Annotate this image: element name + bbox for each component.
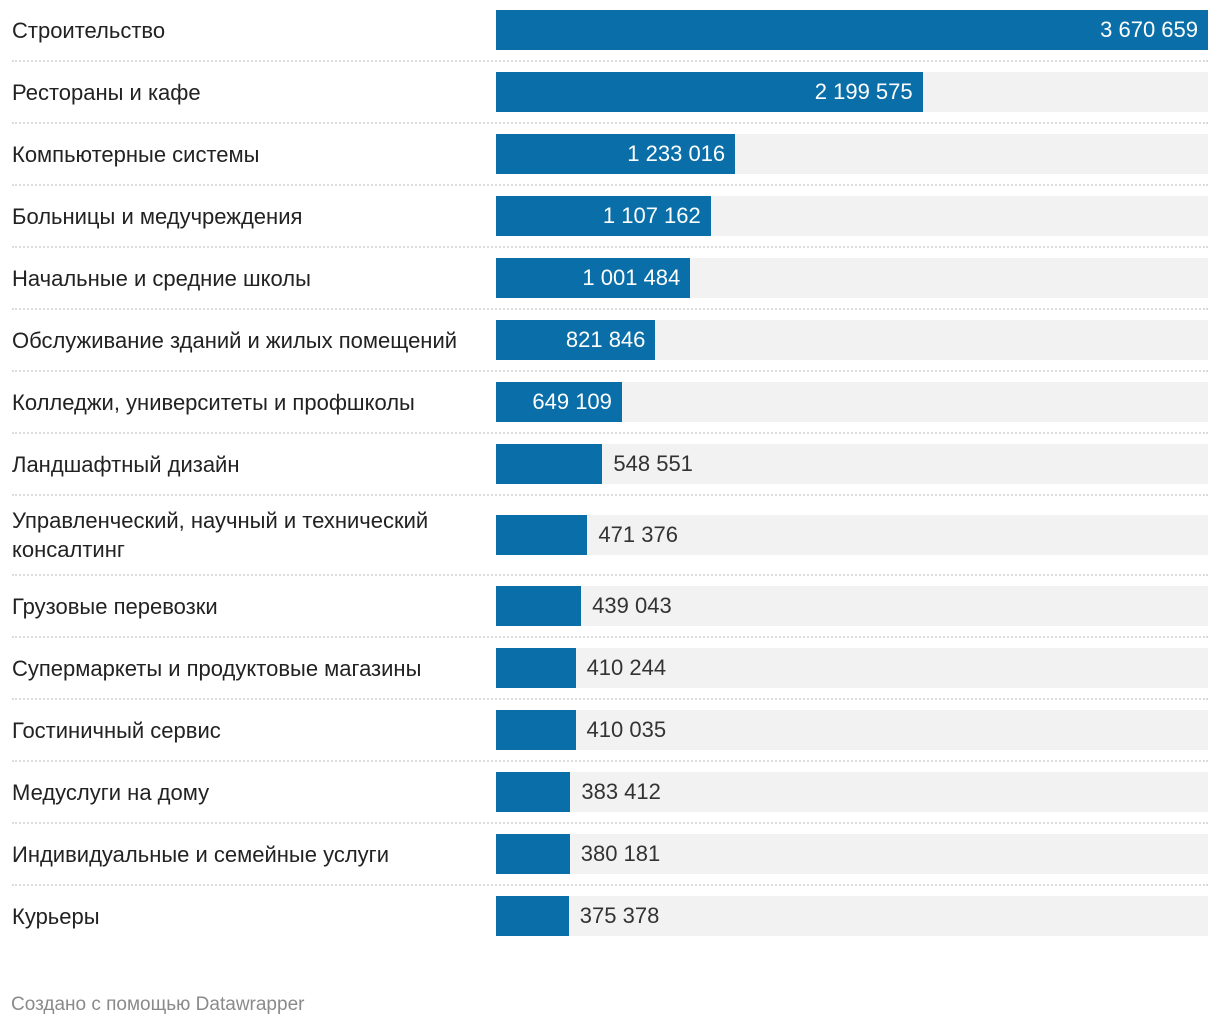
category-label: Компьютерные системы [12,141,260,167]
value-label: 3 670 659 [1100,17,1198,42]
bar [496,258,691,298]
bar-track: 375 378 [496,896,1208,936]
bar-row: Медуслуги на дому 383 412 [12,762,1208,824]
bar-row: Компьютерные системы 1 233 016 [12,124,1208,186]
value-label: 439 043 [592,593,672,618]
category-label: Медуслуги на дому [12,779,210,805]
bar [496,382,622,422]
bar-track: 471 376 [496,515,1208,555]
bar-chart: Строительство 3 670 659 Рестораны и кафе 2 … [12,0,1208,946]
bar-row: Грузовые перевозки 439 043 [12,576,1208,638]
bar-track: 380 181 [496,834,1208,874]
bar-row: Начальные и средние школы 1 001 484 [12,248,1208,310]
category-label: Рестораны и кафе [12,79,201,105]
value-label: 1 001 484 [582,265,681,290]
bar-track: 649 109 [496,382,1208,422]
value-label: 1 107 162 [602,203,701,228]
bar-row: Управленческий, научный и технический ко… [12,496,1208,576]
value-label: 471 376 [598,522,678,547]
value-label: 380 181 [580,841,661,866]
bar-track: 1 107 162 [496,196,1208,236]
value-label: 548 551 [613,451,693,476]
bar [496,10,1208,50]
bar-track: 3 670 659 [496,10,1208,50]
bar-track: 1 233 016 [496,134,1208,174]
bar-track: 548 551 [496,444,1208,484]
bar-row: Индивидуальные и семейные услуги 380 181 [12,824,1208,886]
bar-row: Рестораны и кафе 2 199 575 [12,62,1208,124]
bar-row: Супермаркеты и продуктовые магазины 410 2… [12,638,1208,700]
value-label: 383 412 [581,779,661,804]
category-label: Управленческий, научный и технический ко… [12,508,429,562]
bar-row: Ландшафтный дизайн 548 551 [12,434,1208,496]
bar [496,772,571,812]
bar-track: 383 412 [496,772,1208,812]
bar-row: Колледжи, университеты и профшколы 649 10… [12,372,1208,434]
value-label: 410 035 [586,717,667,742]
value-label: 375 378 [579,903,660,928]
category-label: Обслуживание зданий и жилых помещений [12,327,458,353]
bar [496,134,736,174]
bar [496,834,570,874]
bar [496,72,923,112]
category-label: Супермаркеты и продуктовые магазины [12,655,422,681]
bar [496,320,656,360]
bar-track: 2 199 575 [496,72,1208,112]
bar-track: 1 001 484 [496,258,1208,298]
category-label: Ландшафтный дизайн [12,451,240,477]
value-label: 649 109 [532,389,612,414]
value-label: 410 244 [586,655,667,680]
bar-track: 410 244 [496,648,1208,688]
bar-track: 410 035 [496,710,1208,750]
value-label: 2 199 575 [814,79,913,104]
bar-row: Гостиничный сервис 410 035 [12,700,1208,762]
bar [496,444,603,484]
bar-row: Курьеры 375 378 [12,886,1208,946]
bar-track: 821 846 [496,320,1208,360]
category-label: Грузовые перевозки [12,593,218,619]
category-label: Индивидуальные и семейные услуги [12,841,389,867]
category-label: Гостиничный сервис [12,717,221,743]
value-label: 821 846 [565,327,646,352]
bar [496,896,569,936]
bar [496,515,588,555]
bar-track: 439 043 [496,586,1208,626]
bar [496,648,576,688]
category-label: Строительство [12,17,166,43]
bar [496,196,711,236]
bar [496,586,582,626]
category-label: Больницы и медучреждения [12,203,303,229]
bar-row: Больницы и медучреждения 1 107 162 [12,186,1208,248]
category-label: Начальные и средние школы [12,265,311,291]
credit-footer[interactable]: Создано с помощью Datawrapper [11,994,305,1015]
bar [496,710,576,750]
category-label: Колледжи, университеты и профшколы [12,389,415,415]
bar-row: Строительство 3 670 659 [12,0,1208,62]
value-label: 1 233 016 [627,141,726,166]
category-label: Курьеры [12,903,100,929]
bar-row: Обслуживание зданий и жилых помещений 821… [12,310,1208,372]
